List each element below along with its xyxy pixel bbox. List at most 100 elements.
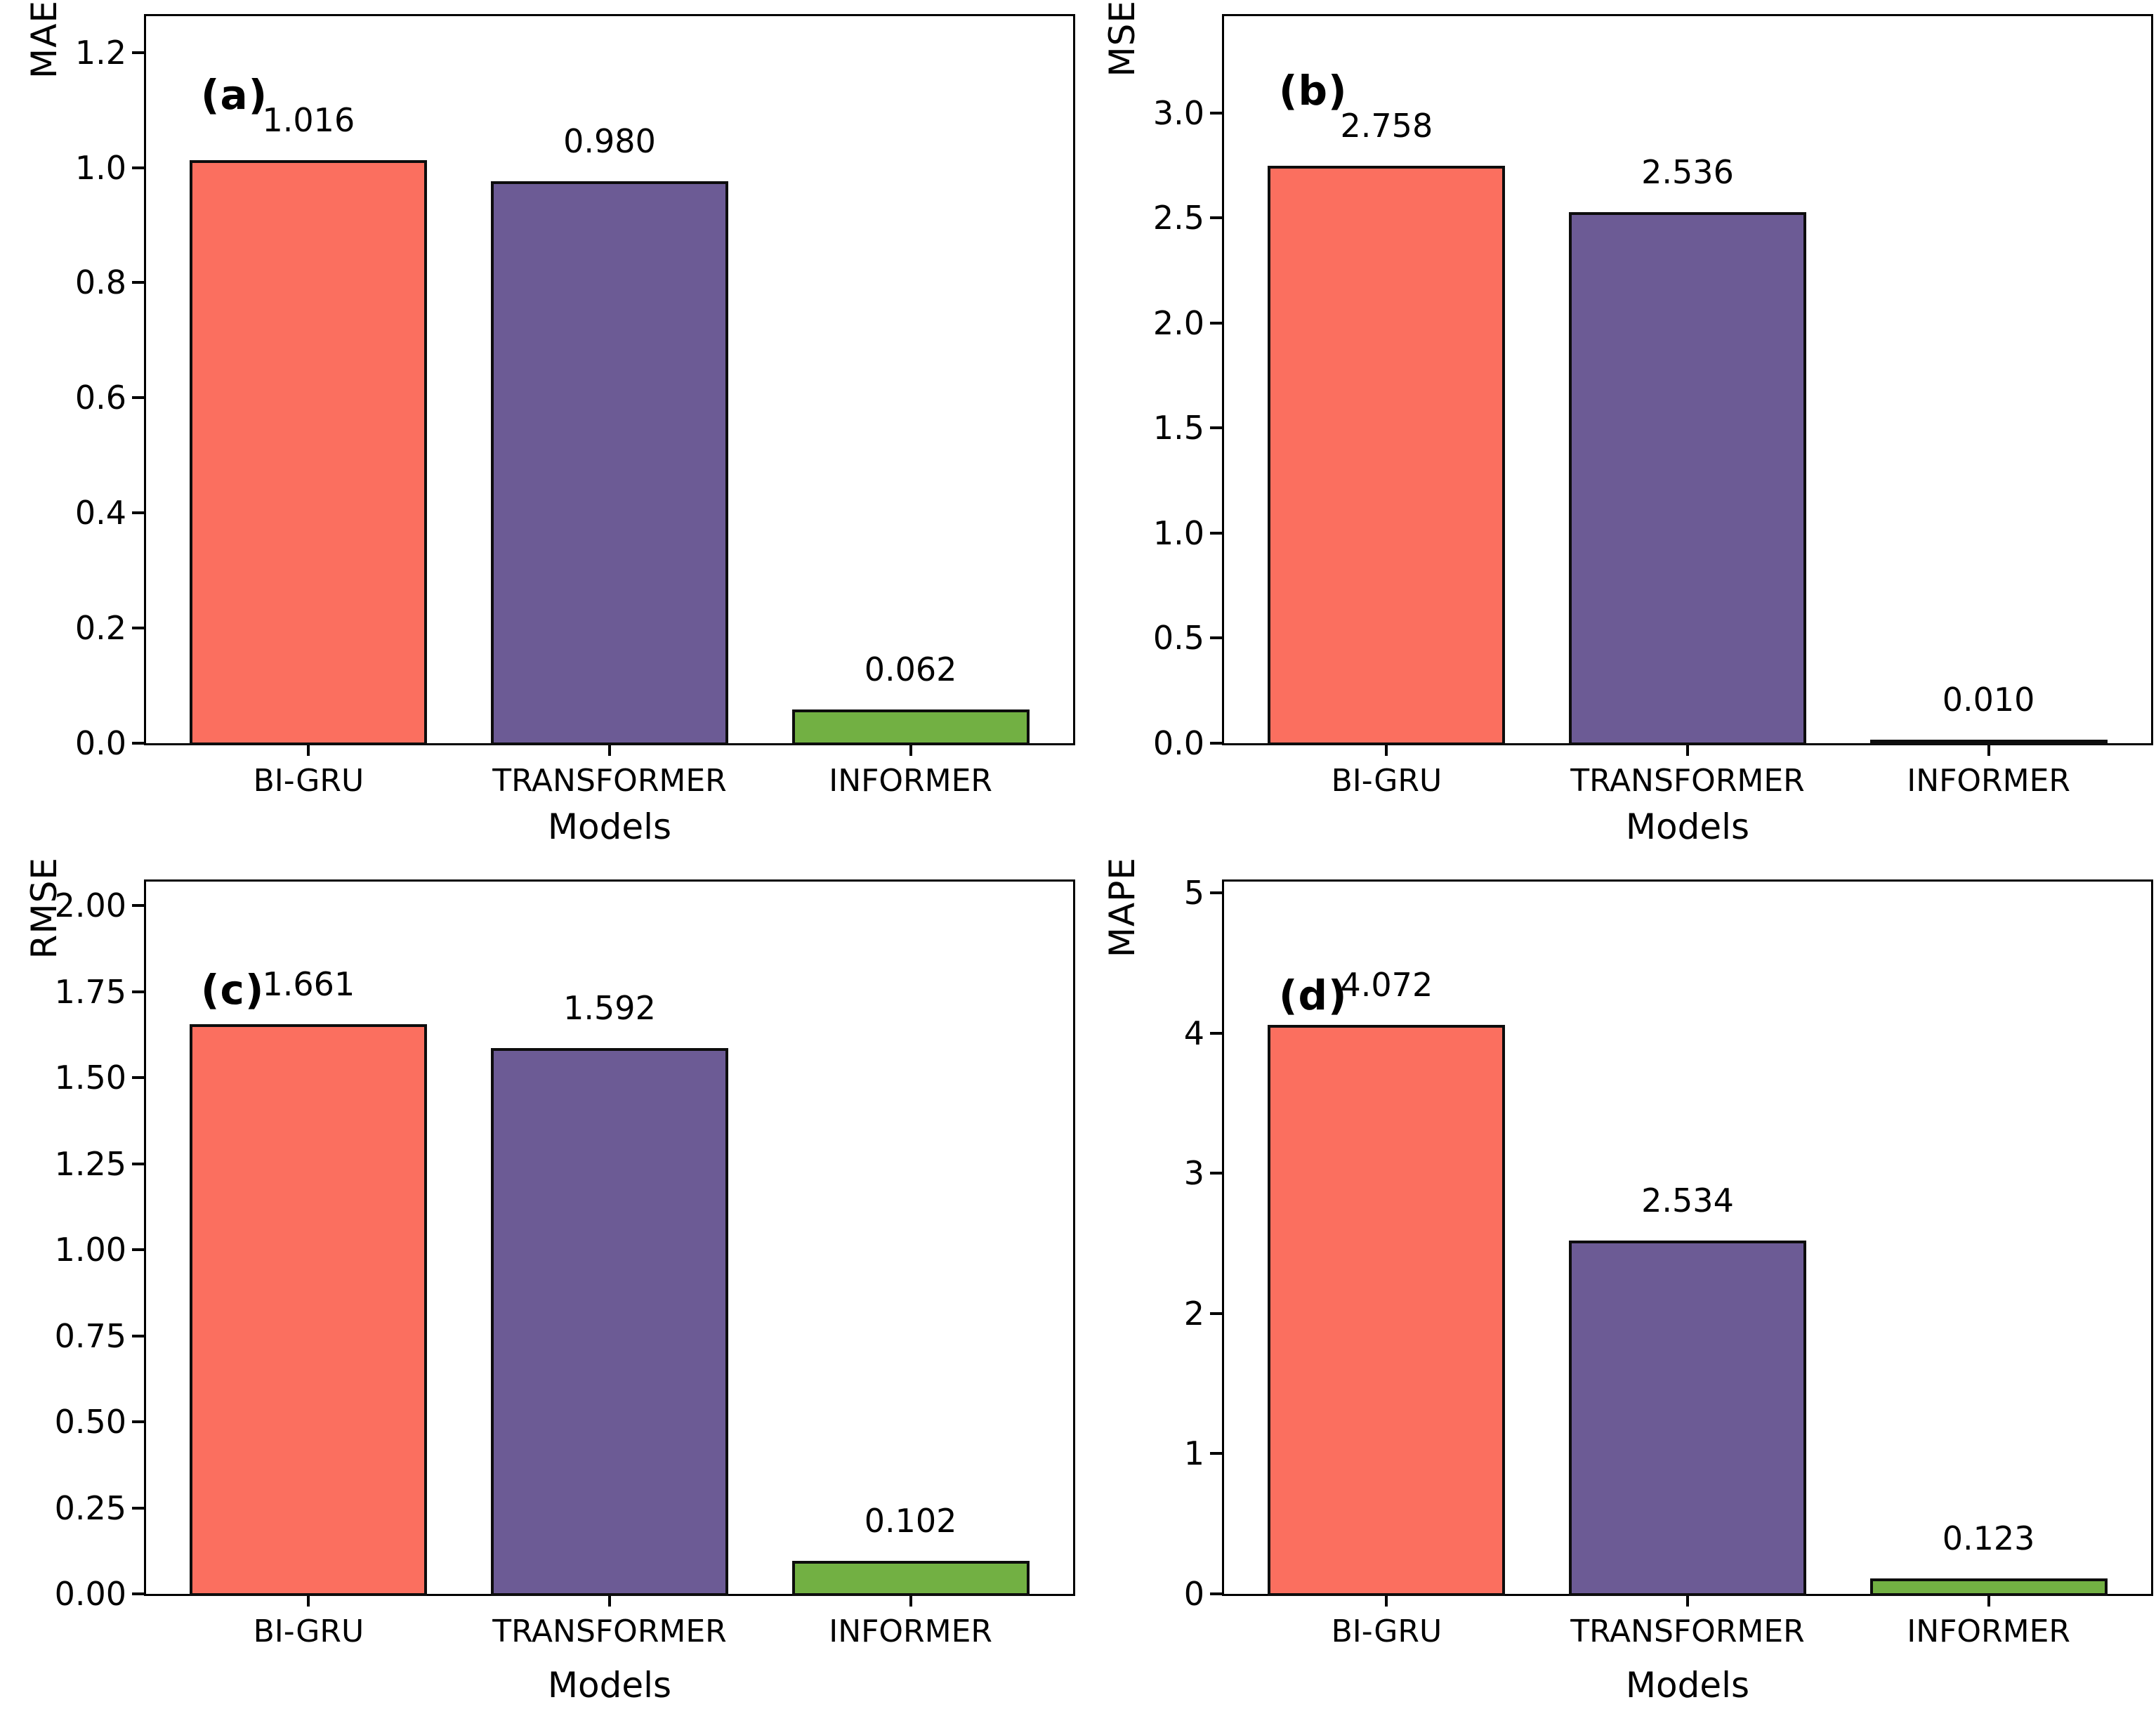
bar-value-label: 1.592 <box>563 989 656 1027</box>
y-tick-label: 2 <box>1183 1294 1204 1333</box>
bar-value-label: 0.062 <box>864 650 957 688</box>
panel-letter-d: (d) <box>1279 971 1348 1019</box>
panel-letter-a: (a) <box>201 70 268 119</box>
bar-bi-gru <box>1268 166 1506 745</box>
x-axis-label-d: Models <box>1625 1665 1750 1706</box>
x-tick-mark <box>1686 1596 1689 1607</box>
y-tick-label: 3 <box>1183 1154 1204 1193</box>
bar-informer <box>791 1561 1030 1596</box>
y-tick-label: 0.25 <box>54 1489 126 1527</box>
y-axis-label-mse: MSE <box>1102 0 1143 77</box>
category-label-transformer: TRANSFORMER <box>492 1614 727 1649</box>
y-tick-label: 0.00 <box>54 1575 126 1613</box>
y-tick-label: 1.75 <box>54 972 126 1011</box>
y-tick-label: 1.2 <box>74 33 126 72</box>
y-tick-mark <box>132 511 144 515</box>
y-tick-label: 1.50 <box>54 1059 126 1097</box>
y-tick-label: 1.5 <box>1152 409 1204 447</box>
bar-value-label: 0.010 <box>1942 681 2035 719</box>
x-tick-mark <box>1385 1596 1388 1607</box>
x-tick-mark <box>307 745 310 756</box>
x-axis-label-b: Models <box>1625 806 1750 847</box>
y-tick-mark <box>1210 1031 1222 1035</box>
y-tick-label: 1.0 <box>74 148 126 187</box>
category-label-informer: INFORMER <box>829 1614 992 1649</box>
x-tick-mark <box>608 1596 611 1607</box>
category-label-bi-gru: BI-GRU <box>253 1614 364 1649</box>
bar-transformer <box>491 181 728 745</box>
bar-value-label: 0.123 <box>1942 1519 2035 1557</box>
category-label-informer: INFORMER <box>829 763 992 799</box>
bar-value-label: 2.536 <box>1641 153 1734 191</box>
category-label-transformer: TRANSFORMER <box>1570 1614 1805 1649</box>
bar-informer <box>1869 740 2108 745</box>
category-label-bi-gru: BI-GRU <box>1331 1614 1442 1649</box>
y-tick-label: 4 <box>1183 1014 1204 1052</box>
bar-value-label: 1.016 <box>262 101 355 139</box>
y-tick-mark <box>132 1076 144 1080</box>
category-label-informer: INFORMER <box>1907 763 2070 799</box>
y-tick-label: 0.75 <box>54 1316 126 1355</box>
y-tick-label: 0.50 <box>54 1403 126 1441</box>
y-tick-mark <box>1210 426 1222 430</box>
plot-area-d: (d) 0 1 2 3 4 5 4.072 BI-GRU 2.534 TRANSFORMER 0.1… <box>1184 877 2153 1649</box>
y-tick-mark <box>132 990 144 993</box>
category-label-transformer: TRANSFORMER <box>492 763 727 799</box>
panel-a: MAE (a) 0.0 0.2 0.4 0.6 0.8 1.0 1.2 1.016 BI-GRU… <box>0 0 1078 857</box>
bar-informer <box>791 709 1030 745</box>
plot-area-a: (a) 0.0 0.2 0.4 0.6 0.8 1.0 1.2 1.016 BI-GRU 0.98… <box>75 14 1075 799</box>
y-tick-label: 1.25 <box>54 1144 126 1183</box>
y-tick-mark <box>132 742 144 745</box>
y-tick-label: 0.0 <box>74 724 126 762</box>
panel-b: MSE (b) 0.0 0.5 1.0 1.5 2.0 2.5 3.0 2.758 BI-GRU… <box>1078 0 2156 857</box>
y-tick-mark <box>1210 321 1222 325</box>
bar-bi-gru <box>190 160 428 745</box>
x-tick-mark <box>1987 1596 1990 1607</box>
y-tick-mark <box>1210 1592 1222 1595</box>
y-tick-mark <box>132 51 144 54</box>
bar-transformer <box>1569 1241 1806 1596</box>
y-tick-mark <box>132 281 144 284</box>
y-tick-label: 0.4 <box>74 494 126 532</box>
y-tick-label: 0.2 <box>74 609 126 648</box>
y-tick-mark <box>132 1592 144 1595</box>
category-label-bi-gru: BI-GRU <box>1331 763 1442 799</box>
y-tick-mark <box>1210 111 1222 115</box>
bar-value-label: 2.534 <box>1641 1182 1734 1219</box>
y-tick-label: 2.0 <box>1152 303 1204 342</box>
y-tick-mark <box>132 1248 144 1252</box>
bar-value-label: 4.072 <box>1340 966 1433 1004</box>
plot-area-b: (b) 0.0 0.5 1.0 1.5 2.0 2.5 3.0 2.758 BI-GRU 2.53… <box>1153 14 2153 799</box>
panel-d: MAPE (d) 0 1 2 3 4 5 4.072 BI-GRU 2.534 TRANSFORM… <box>1078 857 2156 1714</box>
x-tick-mark <box>608 745 611 756</box>
y-tick-mark <box>1210 891 1222 894</box>
y-tick-mark <box>132 1334 144 1337</box>
bar-value-label: 0.102 <box>864 1502 957 1540</box>
category-label-informer: INFORMER <box>1907 1614 2070 1649</box>
y-tick-label: 0.0 <box>1152 724 1204 762</box>
x-tick-mark <box>1385 745 1388 756</box>
bar-bi-gru <box>190 1024 428 1596</box>
y-tick-label: 2.00 <box>54 887 126 925</box>
bar-value-label: 1.661 <box>262 965 355 1003</box>
plot-area-c: (c) 0.00 0.25 0.50 0.75 1.00 1.25 1.50 1.75 2.00… <box>55 879 1075 1649</box>
y-tick-mark <box>132 1162 144 1165</box>
y-tick-label: 1 <box>1183 1434 1204 1473</box>
y-tick-mark <box>1210 1452 1222 1455</box>
bar-informer <box>1869 1578 2108 1596</box>
x-tick-mark <box>1686 745 1689 756</box>
y-tick-mark <box>1210 1311 1222 1315</box>
y-tick-mark <box>1210 216 1222 220</box>
x-axis-label-a: Models <box>547 806 672 847</box>
x-tick-mark <box>909 745 912 756</box>
y-tick-mark <box>132 627 144 630</box>
panel-letter-c: (c) <box>201 965 265 1014</box>
y-tick-mark <box>1210 531 1222 535</box>
y-tick-label: 0.5 <box>1152 619 1204 658</box>
y-tick-label: 5 <box>1183 873 1204 912</box>
y-tick-mark <box>132 166 144 169</box>
category-label-bi-gru: BI-GRU <box>253 763 364 799</box>
bar-value-label: 2.758 <box>1340 107 1433 145</box>
x-axis-label-c: Models <box>547 1665 672 1706</box>
